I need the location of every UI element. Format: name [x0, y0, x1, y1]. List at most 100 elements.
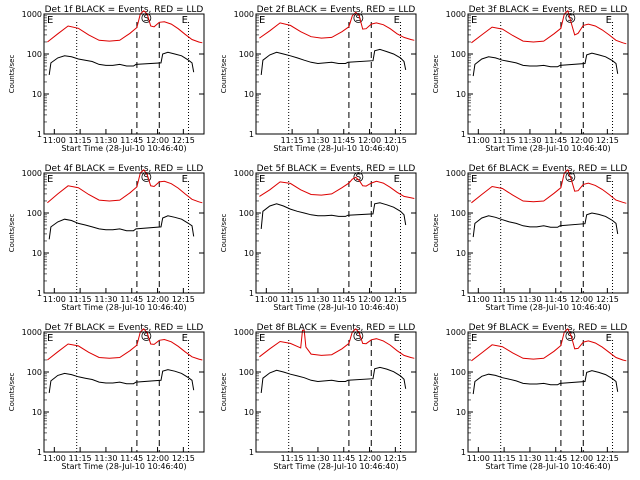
x-tick-label: 11:45	[332, 136, 355, 145]
x-tick-label: 12:15	[596, 454, 619, 463]
x-tick-label: 11:15	[281, 136, 304, 145]
series-lld	[47, 10, 203, 44]
y-tick-label: 100	[451, 368, 466, 377]
x-tick-label: 12:15	[172, 295, 195, 304]
x-tick-label: 12:00	[358, 454, 381, 463]
event-marker-e-start: E	[471, 333, 477, 344]
event-marker-s: S	[144, 14, 150, 24]
series-lld	[471, 327, 627, 362]
y-axis-title: Counts/sec	[432, 214, 440, 253]
x-tick-label: 11:00	[43, 136, 66, 145]
x-tick-label: 11:15	[281, 454, 304, 463]
x-tick-label: 12:15	[172, 454, 195, 463]
event-marker-s: S	[144, 173, 150, 183]
x-tick-label: 11:15	[69, 454, 92, 463]
x-tick-label: 12:15	[596, 295, 619, 304]
y-tick-label: 1	[461, 448, 466, 457]
y-axis-title: Counts/sec	[220, 214, 228, 253]
event-marker-s: S	[144, 332, 150, 342]
y-axis-title: Counts/sec	[8, 373, 16, 412]
x-tick-label: 12:00	[358, 136, 381, 145]
y-tick-label: 100	[451, 50, 466, 59]
x-tick-label: 11:30	[94, 136, 117, 145]
plot-frame	[467, 331, 629, 453]
plot-frame	[43, 331, 205, 453]
series-events	[472, 212, 619, 238]
x-tick-label: 11:00	[43, 454, 66, 463]
x-tick-label: 12:00	[570, 295, 593, 304]
series-lld	[47, 328, 203, 361]
y-axis-title: Counts/sec	[220, 373, 228, 412]
event-marker-e-start: E	[47, 174, 53, 185]
y-tick-label: 1000	[446, 10, 466, 19]
x-tick-label: 12:00	[146, 136, 169, 145]
event-marker-e-start: E	[471, 15, 477, 26]
x-tick-label: 12:15	[384, 295, 407, 304]
x-tick-label: 11:30	[518, 136, 541, 145]
series-events	[472, 52, 619, 77]
x-tick-label: 11:15	[69, 136, 92, 145]
series-events	[260, 366, 407, 393]
x-axis-title: Start Time (28-Jul-10 10:46:40)	[61, 303, 186, 312]
y-tick-label: 100	[239, 368, 254, 377]
x-tick-label: 11:45	[120, 454, 143, 463]
y-tick-label: 1000	[234, 328, 254, 337]
x-axis-title: Start Time (28-Jul-10 10:46:40)	[485, 303, 610, 312]
y-tick-label: 100	[27, 209, 42, 218]
plot-frame	[255, 331, 417, 453]
x-tick-label: 11:00	[467, 454, 490, 463]
x-tick-label: 11:00	[467, 136, 490, 145]
y-tick-label: 1	[461, 130, 466, 139]
plot-frame	[255, 13, 417, 135]
event-marker-s: S	[568, 332, 574, 342]
x-tick-label: 11:30	[94, 295, 117, 304]
x-tick-label: 12:00	[146, 295, 169, 304]
plot-frame	[467, 172, 629, 294]
chart-title: Det 9f BLACK = Events, RED = LLD	[469, 323, 628, 333]
y-tick-label: 1	[461, 289, 466, 298]
event-marker-e-end: E	[182, 174, 188, 185]
series-events	[260, 48, 407, 75]
y-tick-label: 1	[249, 130, 254, 139]
event-marker-s: S	[356, 173, 362, 183]
x-axis-title: Start Time (28-Jul-10 10:46:40)	[485, 144, 610, 153]
y-tick-label: 10	[456, 249, 466, 258]
series-lld	[471, 9, 627, 45]
x-tick-label: 11:45	[120, 136, 143, 145]
x-tick-label: 12:00	[570, 136, 593, 145]
x-tick-label: 11:15	[493, 136, 516, 145]
x-tick-label: 11:00	[43, 295, 66, 304]
event-marker-e-start: E	[259, 333, 265, 344]
x-tick-label: 11:45	[544, 295, 567, 304]
event-marker-e-start: E	[259, 15, 265, 26]
x-tick-label: 11:30	[306, 295, 329, 304]
series-lld	[259, 328, 415, 359]
y-tick-label: 10	[244, 90, 254, 99]
event-marker-e-end: E	[394, 333, 400, 344]
series-events	[48, 215, 195, 240]
x-tick-label: 11:45	[544, 454, 567, 463]
x-tick-label: 11:30	[518, 454, 541, 463]
chart-title: Det 7f BLACK = Events, RED = LLD	[45, 323, 204, 333]
y-tick-label: 10	[32, 90, 42, 99]
event-marker-s: S	[356, 332, 362, 342]
y-axis-title: Counts/sec	[432, 55, 440, 94]
y-tick-label: 1000	[22, 10, 42, 19]
series-events	[48, 369, 195, 393]
event-marker-e-end: E	[606, 15, 612, 26]
y-tick-label: 100	[27, 50, 42, 59]
x-tick-label: 12:15	[172, 136, 195, 145]
x-tick-label: 11:30	[518, 295, 541, 304]
x-axis-title: Start Time (28-Jul-10 10:46:40)	[485, 462, 610, 471]
y-tick-label: 1	[249, 289, 254, 298]
event-marker-e-start: E	[259, 174, 265, 185]
plot-frame	[43, 172, 205, 294]
y-tick-label: 1000	[22, 169, 42, 178]
plot-frame	[467, 13, 629, 135]
y-axis-title: Counts/sec	[220, 55, 228, 94]
